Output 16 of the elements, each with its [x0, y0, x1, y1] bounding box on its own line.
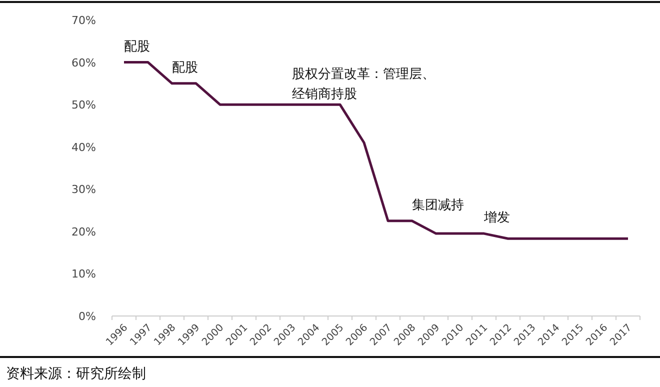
annotation: 增发 [483, 210, 510, 226]
y-tick-label: 50% [72, 98, 96, 112]
y-tick-label: 40% [72, 140, 96, 154]
y-tick-label: 30% [72, 183, 96, 196]
annotation: 集团减持 [412, 198, 464, 213]
y-tick-label: 0% [78, 310, 96, 323]
y-tick-label: 10% [72, 268, 96, 281]
annotation: 股权分置改革：管理层、 [292, 67, 435, 82]
annotation: 配股 [172, 60, 198, 76]
line-series [122, 61, 630, 240]
y-tick-label: 20% [72, 225, 96, 238]
annotation: 配股 [124, 39, 150, 54]
y-tick-label: 70% [72, 14, 96, 27]
y-tick-label: 60% [72, 56, 96, 70]
text: 资料来源：研究所绘制 [6, 366, 146, 382]
annotation: 经销商持股 [292, 87, 357, 102]
